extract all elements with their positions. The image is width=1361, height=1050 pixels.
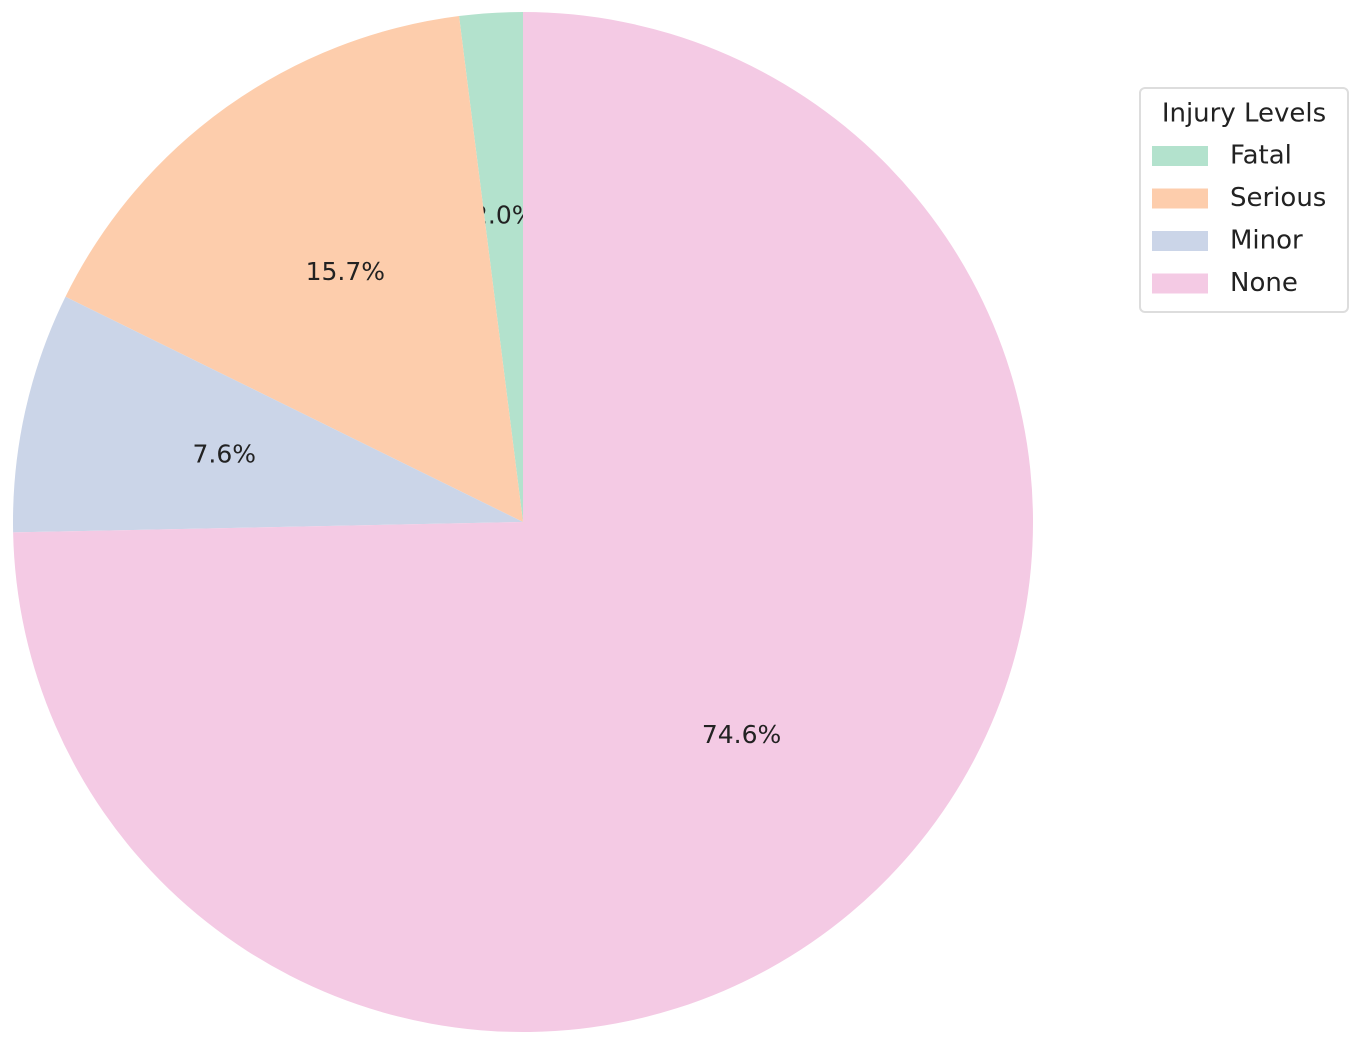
legend-swatch (1152, 231, 1208, 251)
legend-label: Fatal (1230, 141, 1292, 171)
slice-label: 74.6% (702, 720, 781, 749)
slice-label: 15.7% (306, 257, 385, 286)
legend-swatch (1152, 146, 1208, 166)
pie-slice (459, 12, 523, 522)
legend-box (1139, 87, 1349, 313)
pie-slice (13, 12, 1033, 1032)
legend-swatch (1152, 188, 1208, 209)
slice-label: 7.6% (193, 440, 257, 469)
legend-label: Minor (1230, 226, 1303, 256)
pie-slice (65, 16, 523, 523)
legend-swatch (1152, 273, 1208, 294)
pie-slice (12, 296, 523, 533)
legend-label: None (1230, 268, 1298, 298)
legend-label: Serious (1230, 183, 1326, 213)
legend-title: Injury Levels (1162, 99, 1326, 129)
